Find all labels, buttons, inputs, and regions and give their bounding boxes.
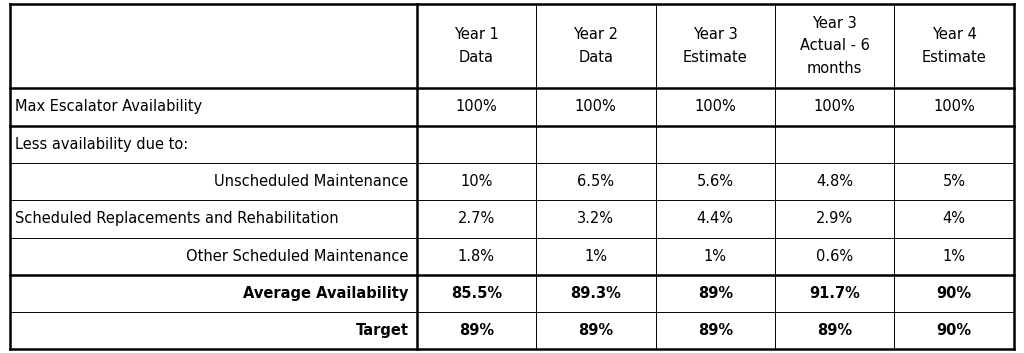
Text: Max Escalator Availability: Max Escalator Availability	[15, 100, 203, 114]
Text: 100%: 100%	[694, 100, 736, 114]
Text: 89%: 89%	[697, 286, 733, 301]
Text: Year 1
Data: Year 1 Data	[454, 27, 499, 65]
Text: 1%: 1%	[942, 249, 966, 264]
Text: Year 3
Estimate: Year 3 Estimate	[683, 27, 748, 65]
Text: Other Scheduled Maintenance: Other Scheduled Maintenance	[186, 249, 409, 264]
Text: 89.3%: 89.3%	[570, 286, 622, 301]
Text: Less availability due to:: Less availability due to:	[15, 137, 188, 152]
Text: 2.7%: 2.7%	[458, 211, 495, 226]
Text: 89%: 89%	[817, 323, 852, 338]
Text: 1%: 1%	[585, 249, 607, 264]
Text: 4.8%: 4.8%	[816, 174, 853, 189]
Text: 89%: 89%	[697, 323, 733, 338]
Text: 2.9%: 2.9%	[816, 211, 853, 226]
Text: 1.8%: 1.8%	[458, 249, 495, 264]
Text: 100%: 100%	[456, 100, 498, 114]
Text: Year 3
Actual - 6
months: Year 3 Actual - 6 months	[800, 16, 869, 76]
Text: Average Availability: Average Availability	[244, 286, 409, 301]
Text: Scheduled Replacements and Rehabilitation: Scheduled Replacements and Rehabilitatio…	[15, 211, 339, 226]
Text: Unscheduled Maintenance: Unscheduled Maintenance	[214, 174, 409, 189]
Text: 6.5%: 6.5%	[578, 174, 614, 189]
Text: 100%: 100%	[933, 100, 975, 114]
Text: 89%: 89%	[579, 323, 613, 338]
Text: 5%: 5%	[942, 174, 966, 189]
Text: 89%: 89%	[459, 323, 494, 338]
Text: 10%: 10%	[460, 174, 493, 189]
Text: 0.6%: 0.6%	[816, 249, 853, 264]
Text: 3.2%: 3.2%	[578, 211, 614, 226]
Text: 1%: 1%	[703, 249, 727, 264]
Text: 4.4%: 4.4%	[696, 211, 734, 226]
Text: 90%: 90%	[937, 286, 972, 301]
Text: 5.6%: 5.6%	[696, 174, 734, 189]
Text: 4%: 4%	[942, 211, 966, 226]
Text: 91.7%: 91.7%	[809, 286, 860, 301]
Text: 100%: 100%	[814, 100, 855, 114]
Text: 90%: 90%	[937, 323, 972, 338]
Text: 85.5%: 85.5%	[451, 286, 502, 301]
Text: Year 4
Estimate: Year 4 Estimate	[922, 27, 986, 65]
Text: 100%: 100%	[574, 100, 616, 114]
Text: Target: Target	[355, 323, 409, 338]
Text: Year 2
Data: Year 2 Data	[573, 27, 618, 65]
